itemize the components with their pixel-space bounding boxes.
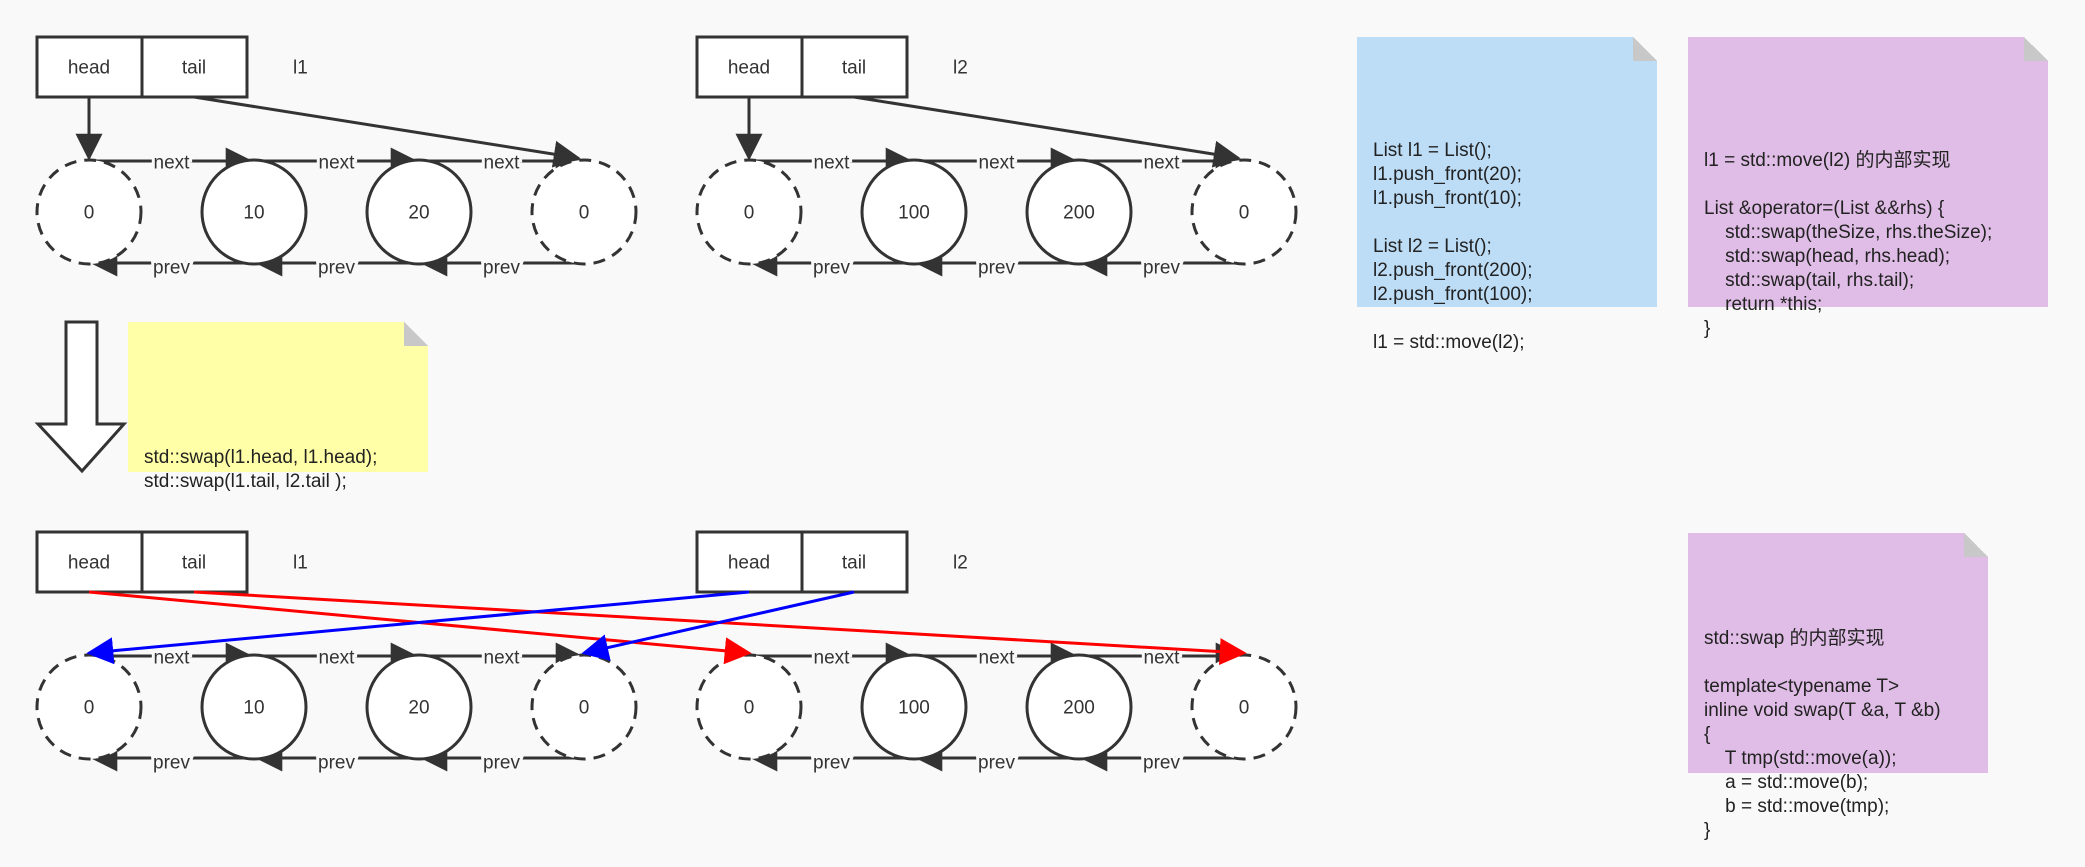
- prev-label: prev: [483, 258, 520, 279]
- code-note-swap-impl: std::swap 的内部实现 template<typename T> inl…: [1688, 533, 1988, 841]
- page-fold-icon: [1633, 37, 1657, 61]
- node-value: 10: [243, 698, 264, 719]
- next-label: next: [154, 648, 191, 669]
- node-value: 0: [1239, 698, 1250, 719]
- code-note-move-impl: l1 = std::move(l2) 的内部实现 List &operator=…: [1688, 37, 2048, 339]
- list-node: [1025, 653, 1133, 761]
- list-name-label: l2: [953, 58, 968, 79]
- code-note-usage-text: List l1 = List(); l1.push_front(20); l1.…: [1373, 140, 1533, 353]
- next-label: next: [1144, 648, 1181, 669]
- list-name-label: l2: [953, 553, 968, 574]
- prev-label: prev: [1143, 753, 1180, 774]
- code-note-usage: List l1 = List(); l1.push_front(20); l1.…: [1357, 37, 1657, 353]
- node-value: 0: [84, 698, 95, 719]
- next-label: next: [979, 648, 1016, 669]
- list-node: [860, 158, 968, 266]
- l2-tail-to-l1-arrow: [581, 590, 855, 661]
- node-value: 0: [579, 203, 590, 224]
- l2-head-to-l1-arrow: [86, 590, 750, 665]
- code-note-swap-calls-text: std::swap(l1.head, l1.head); std::swap(l…: [144, 447, 378, 492]
- tail-pointer-arrow: [853, 95, 1241, 168]
- head-label: head: [68, 58, 110, 79]
- node-value: 20: [408, 203, 429, 224]
- list-name-label: l1: [293, 58, 308, 79]
- node-value: 100: [898, 203, 930, 224]
- head-box: [695, 530, 804, 594]
- node-value: 0: [84, 203, 95, 224]
- next-label: next: [319, 153, 356, 174]
- next-label: next: [1144, 153, 1181, 174]
- node-value: 0: [579, 698, 590, 719]
- list-bottom-right: head tail l2 0 100 200 0 next prev next prev next pr…: [695, 530, 1298, 777]
- prev-label: prev: [978, 753, 1015, 774]
- tail-label: tail: [182, 553, 206, 574]
- node-value: 0: [744, 698, 755, 719]
- prev-label: prev: [153, 753, 190, 774]
- next-label: next: [814, 648, 851, 669]
- code-note-swap-calls: std::swap(l1.head, l1.head); std::swap(l…: [128, 322, 428, 492]
- list-node: [365, 158, 473, 266]
- list-node: [200, 158, 308, 266]
- list-node: [200, 653, 308, 761]
- list-bottom-left: head tail l1 0 10 20 0 next prev next prev next prev: [35, 530, 638, 777]
- tail-label: tail: [842, 58, 866, 79]
- next-label: next: [979, 153, 1016, 174]
- prev-label: prev: [813, 258, 850, 279]
- page-fold-icon: [404, 322, 428, 346]
- list-node: [860, 653, 968, 761]
- code-note-move-impl-text: l1 = std::move(l2) 的内部实现 List &operator=…: [1704, 150, 1993, 339]
- head-box: [695, 35, 804, 99]
- prev-label: prev: [318, 753, 355, 774]
- node-value: 10: [243, 203, 264, 224]
- prev-label: prev: [318, 258, 355, 279]
- prev-label: prev: [1143, 258, 1180, 279]
- tail-box: [800, 530, 909, 594]
- prev-label: prev: [483, 753, 520, 774]
- prev-label: prev: [813, 753, 850, 774]
- prev-label: prev: [153, 258, 190, 279]
- next-label: next: [154, 153, 191, 174]
- node-value: 200: [1063, 698, 1095, 719]
- prev-label: prev: [978, 258, 1015, 279]
- head-label: head: [728, 58, 770, 79]
- head-label: head: [728, 553, 770, 574]
- next-label: next: [814, 153, 851, 174]
- page-fold-icon: [1964, 533, 1988, 557]
- list-name-label: l1: [293, 553, 308, 574]
- next-label: next: [484, 153, 521, 174]
- node-value: 200: [1063, 203, 1095, 224]
- list-node: [365, 653, 473, 761]
- page-fold-icon: [2024, 37, 2048, 61]
- tail-label: tail: [182, 58, 206, 79]
- node-value: 100: [898, 698, 930, 719]
- down-arrow-icon: [34, 320, 128, 474]
- next-label: next: [319, 648, 356, 669]
- sentinel-node: [1190, 158, 1298, 266]
- sentinel-node: [530, 158, 638, 266]
- head-label: head: [68, 553, 110, 574]
- node-value: 0: [744, 203, 755, 224]
- tail-box: [800, 35, 909, 99]
- list-node: [1025, 158, 1133, 266]
- node-value: 0: [1239, 203, 1250, 224]
- tail-pointer-arrow: [193, 95, 581, 168]
- list-top-right: head tail l2 0 100 200 0 next prev next prev next pr…: [695, 35, 1298, 282]
- node-value: 20: [408, 698, 429, 719]
- tail-label: tail: [842, 553, 866, 574]
- linked-list-diagram: head tail l10 10 20 0nextprevnextprevnextprev…: [34, 35, 1298, 777]
- next-label: next: [484, 648, 521, 669]
- list-top-left: head tail l1 0 10 20 0 next prev next prev next prev: [35, 35, 638, 282]
- tail-box: [140, 530, 249, 594]
- code-note-swap-impl-text: std::swap 的内部实现 template<typename T> inl…: [1704, 628, 1941, 841]
